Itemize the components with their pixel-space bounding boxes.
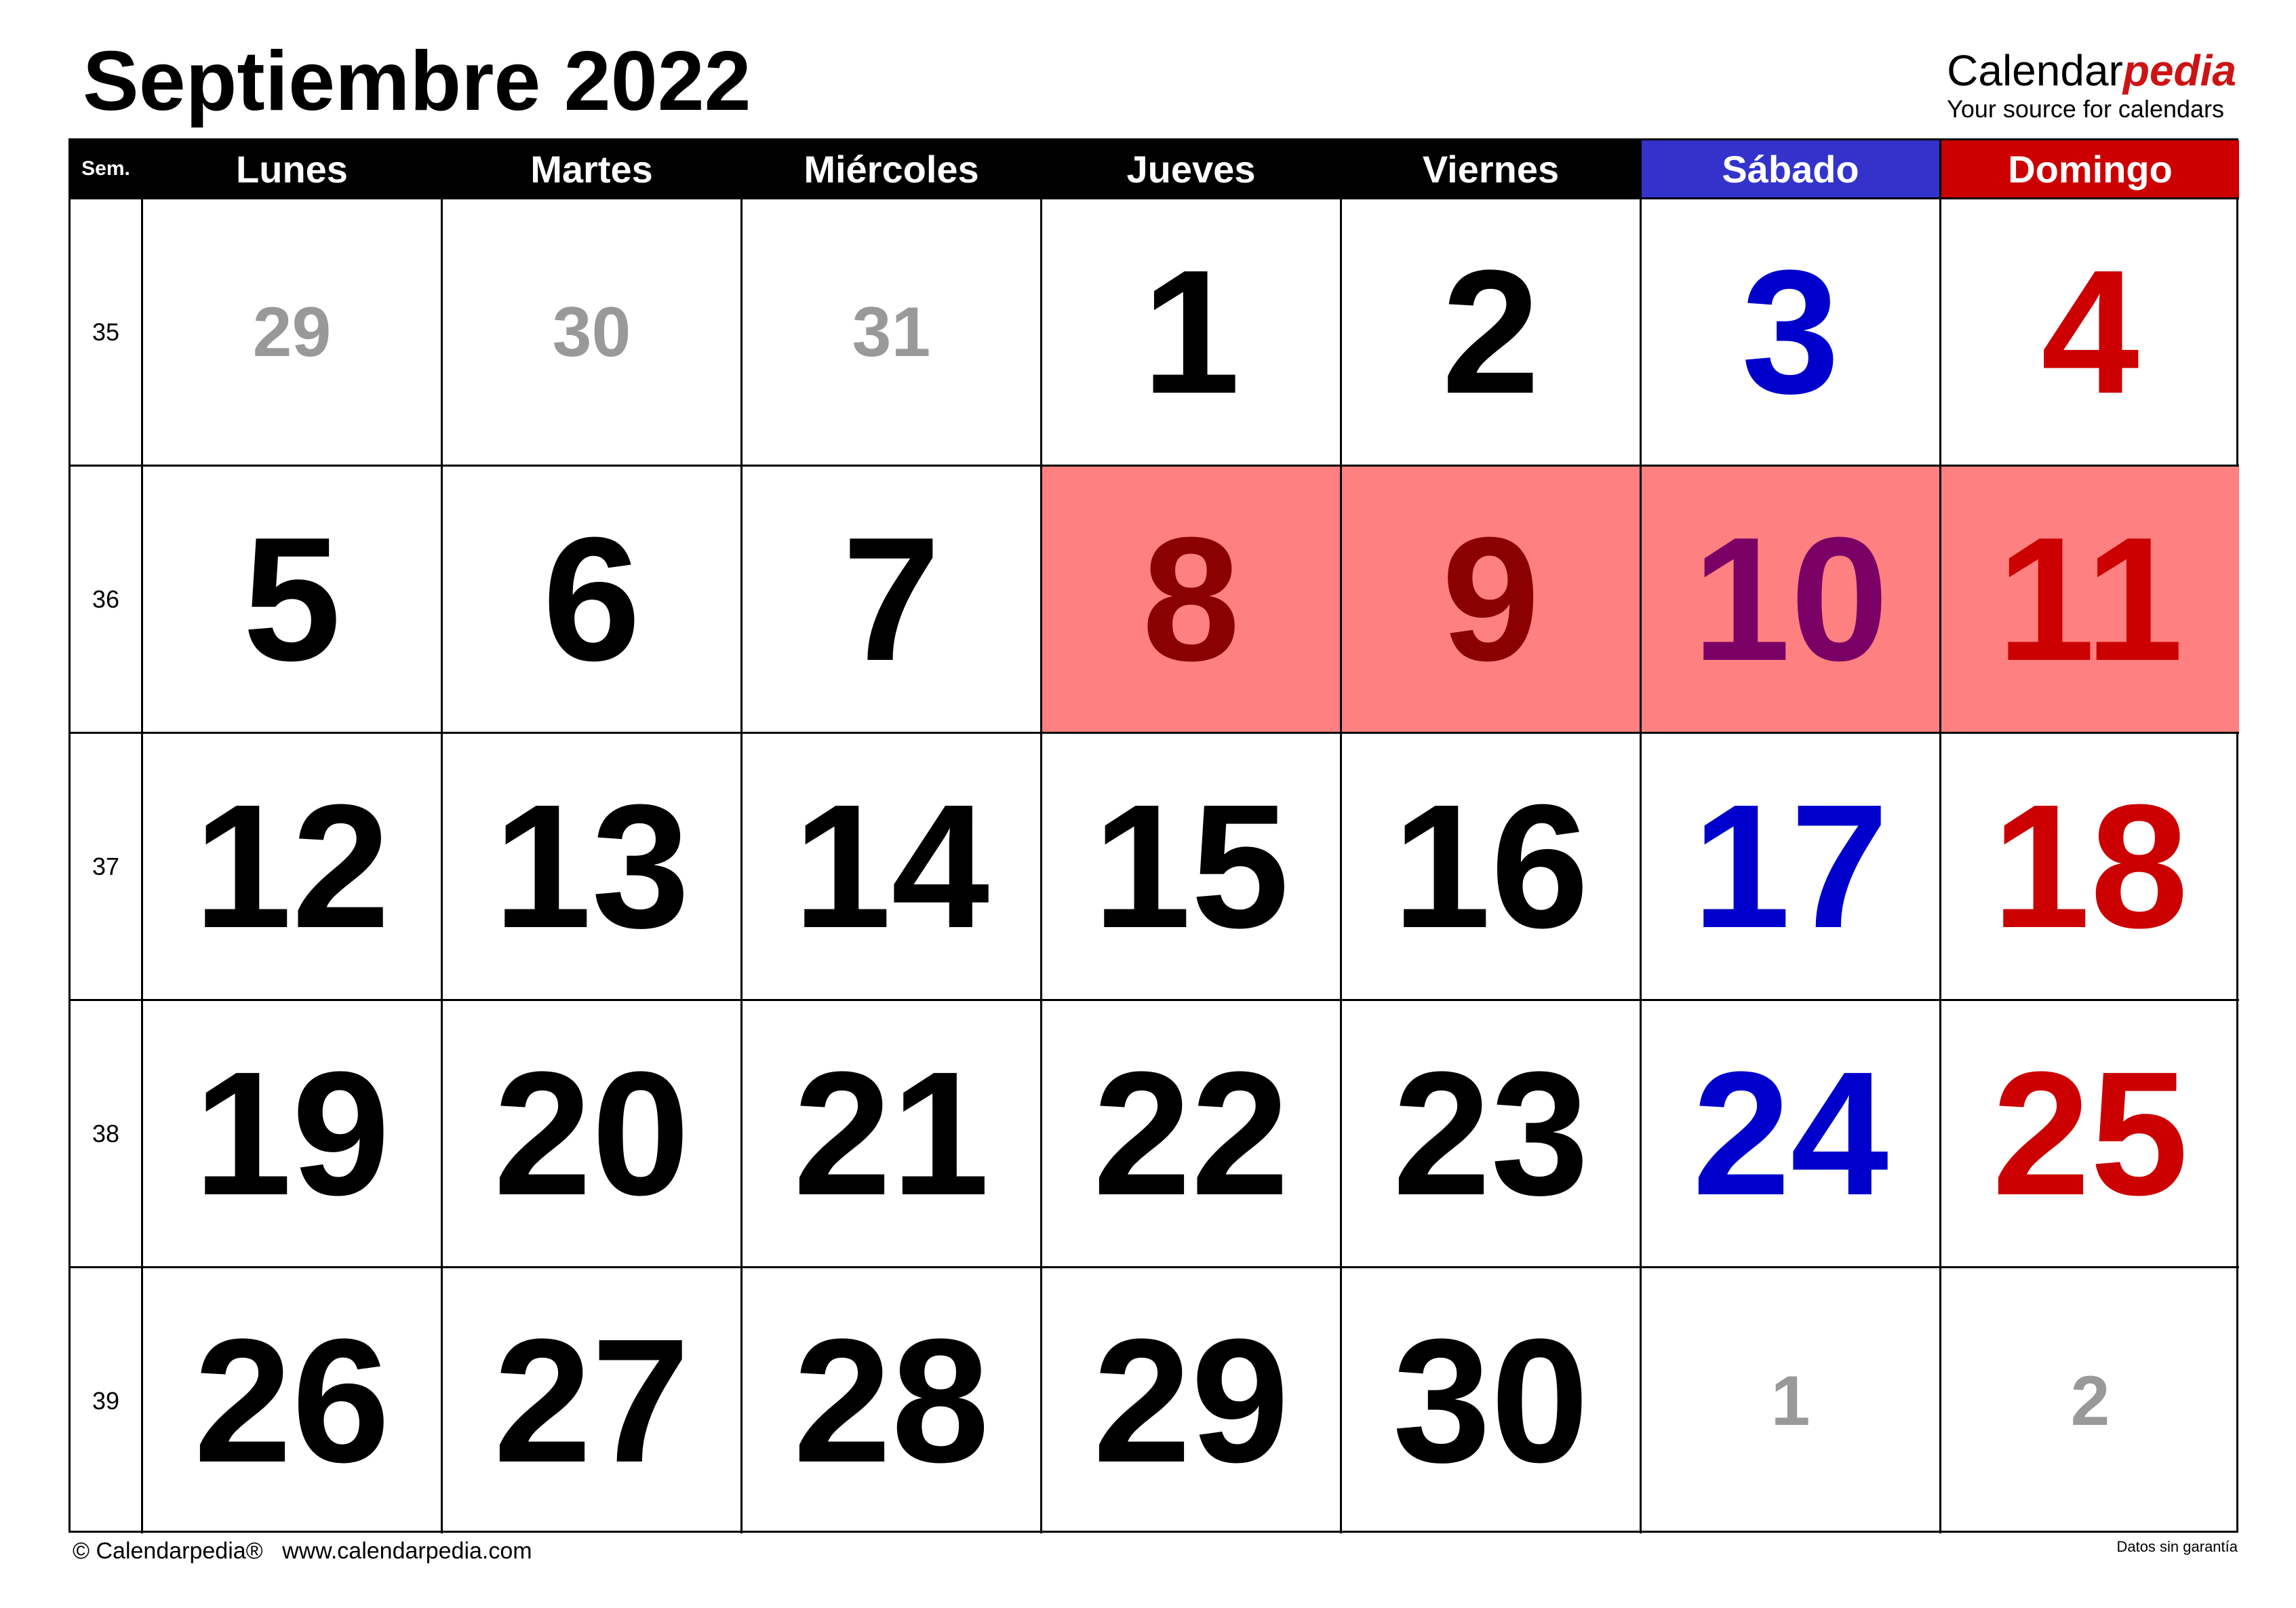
calendar-grid: Sem. Lunes Martes Miércoles Jueves Viern… (68, 138, 2239, 1533)
day-cell: 29 (141, 197, 441, 465)
day-cell-saturday: 24 (1640, 999, 1939, 1266)
day-cell: 27 (441, 1266, 740, 1533)
day-cell-sunday: 4 (1939, 197, 2239, 465)
day-header-wednesday: Miércoles (740, 140, 1040, 197)
highlighted-day-cell-sunday: 11 (1939, 465, 2239, 732)
day-header-sunday: Domingo (1939, 140, 2239, 197)
day-cell: 31 (740, 197, 1040, 465)
day-cell: 7 (740, 465, 1040, 732)
day-cell: 13 (441, 732, 740, 999)
day-cell: 12 (141, 732, 441, 999)
day-header-friday: Viernes (1340, 140, 1640, 197)
day-cell: 28 (740, 1266, 1040, 1533)
brand-name: Calendarpedia (1947, 46, 2236, 95)
week-number: 37 (71, 732, 141, 999)
day-cell: 22 (1040, 999, 1340, 1266)
day-cell-sunday: 2 (1939, 1266, 2239, 1533)
day-cell: 29 (1040, 1266, 1340, 1533)
day-cell: 30 (441, 197, 740, 465)
day-cell-sunday: 25 (1939, 999, 2239, 1266)
day-header-thursday: Jueves (1040, 140, 1340, 197)
day-cell-saturday: 1 (1640, 1266, 1939, 1533)
week-number: 39 (71, 1266, 141, 1533)
day-header-tuesday: Martes (441, 140, 740, 197)
week-number: 36 (71, 465, 141, 732)
highlighted-day-cell: 9 (1340, 465, 1640, 732)
day-cell: 26 (141, 1266, 441, 1533)
day-header-saturday: Sábado (1640, 140, 1939, 197)
day-cell: 20 (441, 999, 740, 1266)
highlighted-day-cell-saturday: 10 (1640, 465, 1939, 732)
footer-website-link[interactable]: www.calendarpedia.com (282, 1538, 532, 1564)
calendar-title: Septiembre 2022 (83, 35, 751, 128)
week-number: 35 (71, 197, 141, 465)
day-cell: 2 (1340, 197, 1640, 465)
brand-tagline: Your source for calendars (1947, 95, 2225, 123)
day-cell-sunday: 18 (1939, 732, 2239, 999)
day-cell: 15 (1040, 732, 1340, 999)
highlighted-day-cell: 8 (1040, 465, 1340, 732)
day-cell-saturday: 3 (1640, 197, 1939, 465)
day-cell: 1 (1040, 197, 1340, 465)
week-number: 38 (71, 999, 141, 1266)
week-column-header: Sem. (71, 140, 141, 197)
day-cell: 6 (441, 465, 740, 732)
day-cell: 5 (141, 465, 441, 732)
day-cell: 30 (1340, 1266, 1640, 1533)
footer-credits: © Calendarpedia® www.calendarpedia.com (73, 1538, 532, 1565)
brand-logo[interactable]: Calendarpedia Your source for calendars (1947, 49, 2236, 123)
day-cell-saturday: 17 (1640, 732, 1939, 999)
day-header-monday: Lunes (141, 140, 441, 197)
footer-copyright: © Calendarpedia® (73, 1538, 263, 1564)
footer-disclaimer: Datos sin garantía (2116, 1538, 2238, 1555)
day-cell: 19 (141, 999, 441, 1266)
day-cell: 16 (1340, 732, 1640, 999)
day-cell: 21 (740, 999, 1040, 1266)
day-cell: 14 (740, 732, 1040, 999)
day-cell: 23 (1340, 999, 1640, 1266)
